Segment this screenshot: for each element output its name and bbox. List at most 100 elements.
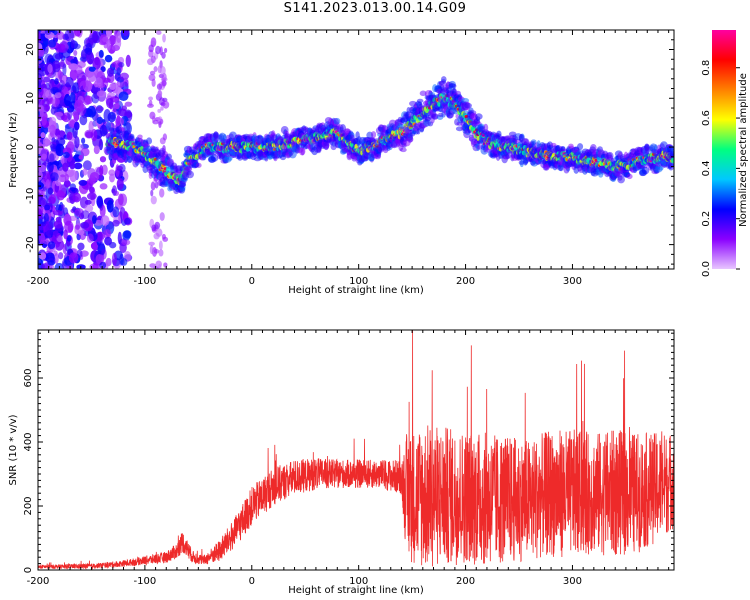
spectrogram-noise-blob: [62, 162, 69, 172]
spectrogram-noise-blob: [86, 192, 97, 200]
spectrogram-noise-blob: [77, 60, 86, 69]
spectrogram-noise-blob: [158, 249, 164, 257]
spectrogram-noise-blob: [82, 168, 88, 176]
colorbar-label: Normalized spectral amplitude: [738, 73, 749, 227]
spectrogram-noise-blob: [49, 172, 59, 182]
spectrogram-noise-blob: [80, 210, 90, 220]
spectrogram-noise-blob: [48, 116, 57, 126]
spectrogram-noise-blob: [162, 133, 168, 141]
spectrogram-halo: [408, 136, 414, 143]
spectrogram-noise-blob: [96, 116, 104, 125]
spectrogram-noise-blob: [47, 187, 54, 195]
spectrogram-noise-blob: [74, 136, 80, 149]
spectrogram-noise-blob: [82, 160, 92, 171]
spectrogram-noise-blob: [96, 195, 103, 208]
colorbar: 0.0 0.2 0.4 0.6 0.8 Normalized spectral ampl…: [701, 30, 749, 277]
spectrogram-noise-blob: [56, 190, 65, 201]
spectrogram-noise-blob: [148, 96, 154, 101]
spectrogram-noise-blob: [148, 74, 156, 82]
spectrogram-noise-blob: [90, 128, 98, 142]
spectrogram-noise-blob: [124, 101, 133, 107]
spectrogram-noise-blob: [38, 30, 41, 42]
spectrogram-noise-blob: [121, 105, 128, 112]
spectrogram-noise-blob: [49, 153, 55, 163]
spectrogram-noise-blob: [73, 162, 83, 170]
spectrogram-noise-blob: [147, 58, 154, 66]
spectrogram-noise-blob: [106, 67, 114, 77]
spectrogram-noise-blob: [158, 263, 162, 269]
spectrogram-noise-blob: [149, 263, 156, 268]
spectrogram-noise-blob: [55, 143, 65, 157]
spectrogram-ridge-cell: [670, 157, 674, 163]
spectrogram-noise-blob: [150, 195, 157, 205]
spectrogram-noise-blob: [106, 92, 116, 98]
spectrogram-halo: [129, 133, 135, 139]
spectrogram-halo: [321, 141, 330, 149]
spectrogram-noise-blob: [72, 82, 80, 94]
spectrogram-halo: [179, 180, 186, 188]
spectrogram-noise-blob: [98, 241, 106, 255]
spectrogram-noise-blob: [54, 92, 62, 99]
spectrogram-noise-blob: [39, 252, 47, 260]
spectrogram-noise-blob: [153, 66, 158, 72]
spectrogram-noise-blob: [44, 204, 51, 211]
spectrogram-noise-blob: [54, 224, 65, 232]
spectrogram-noise-blob: [54, 262, 65, 269]
spectrogram-noise-blob: [116, 165, 123, 171]
spectrogram-marks: [38, 30, 674, 269]
spectrogram-noise-blob: [87, 105, 97, 118]
spectrogram-noise-blob: [163, 262, 168, 268]
spectrogram-noise-blob: [69, 183, 77, 192]
spectrogram-noise-blob: [106, 199, 114, 213]
spectrogram-noise-blob: [75, 69, 85, 77]
colorbar-tick-label: 0.4: [701, 160, 712, 176]
spectrogram-noise-blob: [86, 233, 94, 243]
spectrogram-noise-blob: [102, 36, 109, 43]
spectrogram-noise-blob: [54, 128, 61, 137]
spectrogram-noise-blob: [104, 54, 113, 63]
colorbar-tick-label: 0.8: [701, 60, 712, 76]
spectrogram-noise-blob: [44, 53, 54, 65]
spectrogram-halo: [475, 113, 483, 120]
spectrogram-y-tick-label: 10: [25, 92, 36, 105]
spectrogram-noise-blob: [96, 106, 104, 112]
colorbar-tick-label: 0.0: [701, 261, 712, 277]
spectrogram-noise-blob: [111, 252, 118, 266]
spectrogram-halo: [210, 154, 219, 162]
spectrogram-noise-blob: [100, 66, 106, 73]
spectrogram-noise-blob: [111, 62, 117, 68]
snr-x-tick-label: 0: [249, 576, 255, 587]
spectrogram-noise-blob: [99, 124, 108, 137]
spectrogram-noise-blob: [69, 68, 78, 81]
spectrogram-noise-blob: [41, 116, 47, 126]
spectrogram-noise-blob: [114, 37, 122, 49]
spectrogram-noise-blob: [124, 79, 129, 87]
spectrogram-noise-blob: [118, 91, 129, 102]
spectrogram-halo: [227, 156, 233, 161]
spectrogram-noise-blob: [157, 90, 163, 97]
spectrogram-noise-blob: [72, 111, 79, 117]
spectrogram-noise-blob: [47, 241, 56, 250]
spectrogram-noise-blob: [117, 231, 122, 245]
spectrogram-noise-blob: [161, 51, 166, 59]
spectrogram-noise-blob: [41, 216, 47, 227]
snr-x-tick-label: 200: [456, 576, 475, 587]
snr-x-label: Height of straight line (km): [288, 585, 424, 596]
snr-x-tick-label: 300: [563, 576, 582, 587]
spectrogram-noise-blob: [158, 240, 163, 251]
spectrogram-noise-blob: [118, 62, 125, 68]
spectrogram-noise-blob: [50, 143, 57, 152]
spectrogram-noise-blob: [111, 185, 117, 196]
spectrogram-noise-blob: [68, 252, 79, 264]
spectrogram-noise-blob: [45, 224, 53, 237]
spectrogram-noise-blob: [112, 206, 120, 218]
spectrogram-noise-blob: [88, 120, 94, 133]
spectrogram-halo: [186, 170, 194, 179]
spectrogram-noise-blob: [102, 229, 112, 239]
spectrogram-noise-blob: [56, 31, 65, 40]
spectrogram-noise-blob: [114, 102, 120, 110]
spectrogram-noise-blob: [159, 65, 166, 76]
spectrogram-noise-blob: [164, 47, 168, 53]
spectrogram-noise-blob: [41, 263, 50, 269]
